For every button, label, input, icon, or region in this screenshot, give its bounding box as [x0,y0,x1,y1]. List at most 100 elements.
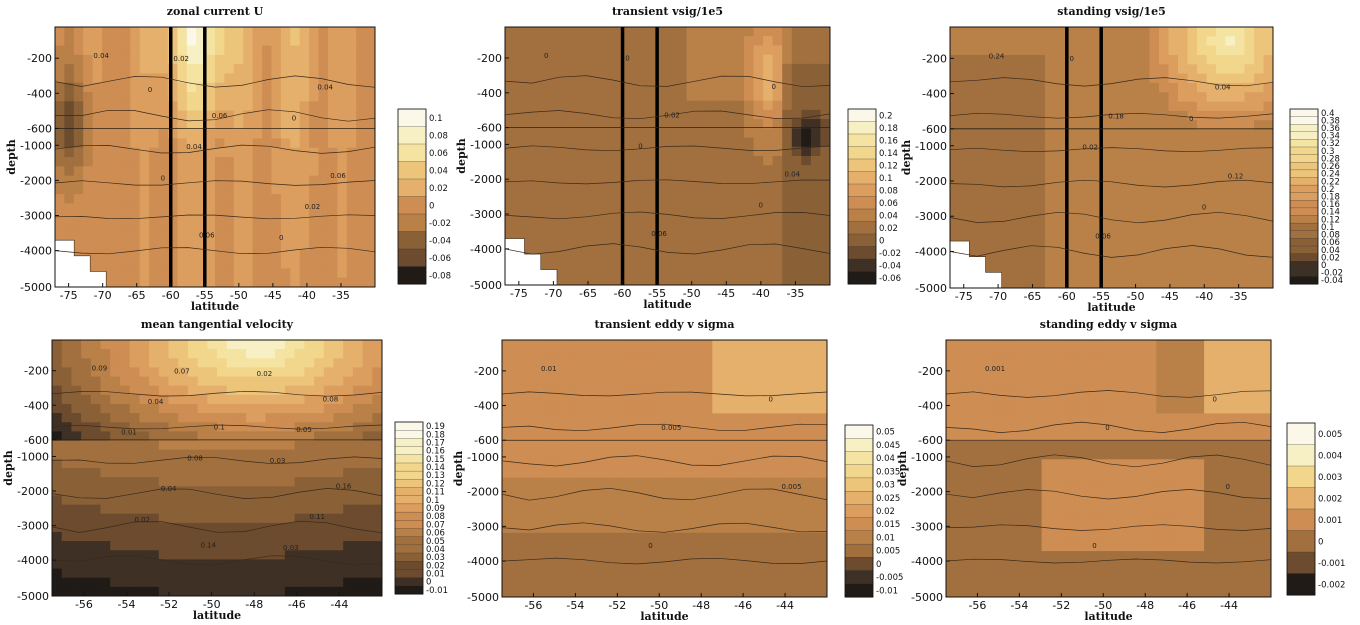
y-tick-label: -5000 [911,591,943,604]
colorbar-swatch [397,143,427,163]
contour-label: 0.04 [785,171,801,179]
colorbar-swatch [1286,530,1316,553]
x-tick-label: -50 [683,287,701,300]
chart-title: standing vsig/1e5 [1057,5,1166,18]
colorbar-label: 0.38 [1321,116,1340,126]
x-tick-label: -75 [955,290,973,303]
colorbar-swatch [394,438,424,448]
y-axis-label: depth [455,138,468,173]
contour-label-group: 0.09 0.1 0.16 0.14 0.08 0.08 0.11 0.07 0.05 0.04 0… [92,365,352,552]
colorbar-label: 0.08 [426,512,445,522]
colorbar-label: 0.05 [876,428,895,438]
contour-label: 0.1 [214,424,225,432]
x-tick-label: -56 [75,598,93,611]
x-tick-label: -40 [1195,290,1213,303]
y-tick-label: -5000 [20,281,52,294]
contour-label: 0.06 [212,112,228,120]
colorbar-swatch [397,126,427,145]
colorbar-swatch [844,543,874,558]
y-tick-label: -1000 [20,139,52,152]
colorbar-label: 0 [879,236,884,246]
x-tick-label: -52 [160,598,178,611]
contour-label-group: 0 0.02 0.04 0.06 0 0 0 0 [544,52,801,238]
y-tick-label: -3000 [911,520,943,533]
x-axis-label: latitude [191,300,239,313]
colorbar-swatch [394,552,424,562]
y-axis-label: depth [900,140,913,175]
colorbar-label: 0.16 [426,447,445,457]
x-tick-label: -46 [288,598,306,611]
colorbar-label: 0.07 [426,520,445,530]
contour-lines [505,75,830,255]
colorbar-label: 0.24 [1321,170,1340,180]
x-tick-label: -44 [330,598,348,611]
contour-label: 0 [648,542,652,550]
x-tick-label: -50 [230,289,248,302]
x-tick-label: -35 [332,289,350,302]
colorbar-swatch [844,464,874,479]
contour-label: 0 [772,83,776,91]
x-tick-label: -52 [1052,599,1070,612]
colorbar-label: 0.08 [1321,231,1340,241]
y-tick-label: -2000 [470,173,502,186]
colorbar-label: 0.02 [1321,253,1340,263]
colorbar-label: 0.14 [1321,208,1340,218]
colorbar-frame [1286,422,1316,596]
contour-label: 0 [1226,483,1230,491]
colorbar-swatch [394,454,424,464]
contour-label: 0.04 [186,143,202,151]
chart-title: standing eddy v sigma [1040,318,1177,331]
y-tick-label: -400 [477,87,502,100]
contour-label: 0.02 [173,55,189,63]
y-tick-label: -2000 [20,174,52,187]
contour-label-group: 0.01 0.005 0.005 0 0 [541,365,802,550]
contour-label-group: 0.04 0.06 0.06 0.06 0.04 0.04 0.02 0.02 0 0 0 0 [93,52,346,242]
contour-label: 0.005 [782,483,802,491]
y-tick-label: -4000 [470,243,502,256]
colorbar-swatch [1289,230,1319,239]
colorbar-label: 0.025 [876,494,900,504]
panel: 0.090.10.160.140.080.080.110.070.050.040… [2,318,448,622]
x-tick-label: -45 [264,289,282,302]
contour-lines [946,390,1271,564]
colorbar-swatch [847,233,877,248]
x-tick-label: -48 [692,599,710,612]
colorbar-swatch [844,557,874,572]
y-axis-label: depth [452,451,465,486]
colorbar-swatch [1286,444,1316,467]
colorbar-swatch [844,517,874,532]
y-tick-label: -1000 [915,140,947,153]
colorbar-swatch [394,569,424,579]
colorbar-swatch [844,438,874,452]
colorbar-label: 0.1 [879,174,893,184]
x-tick-label: -56 [968,599,986,612]
contour-lines [52,390,382,566]
x-tick-label: -50 [203,598,221,611]
y-tick-label: -3000 [915,210,947,223]
contour-fill [950,27,1273,288]
y-tick-label: -200 [24,365,49,378]
x-tick-label: -70 [989,290,1007,303]
contour-label: 0.07 [174,367,190,375]
contour-label: 0.02 [257,370,273,378]
x-tick-label: -35 [1230,290,1248,303]
x-tick-label: -45 [1161,290,1179,303]
colorbar-label: 0.06 [879,199,898,209]
colorbar-label: -0.02 [879,249,901,259]
colorbar-swatch [1289,207,1319,217]
colorbar-swatch [844,491,874,505]
colorbar-label: -0.08 [429,271,451,281]
colorbar-label: 0.045 [876,441,900,451]
colorbar-swatch [397,231,427,250]
colorbar-frame [397,108,427,285]
x-tick-label: -44 [776,599,794,612]
y-tick-label: -200 [922,52,947,65]
x-tick-label: -65 [128,289,146,302]
y-tick-label: -3000 [467,520,499,533]
colorbar-swatch [844,570,874,585]
contour-label: 0 [161,174,165,182]
colorbar-label: 0.1 [429,114,443,124]
y-tick-label: -600 [477,122,502,135]
colorbar-swatch [844,424,874,439]
plot-frame [54,26,376,288]
